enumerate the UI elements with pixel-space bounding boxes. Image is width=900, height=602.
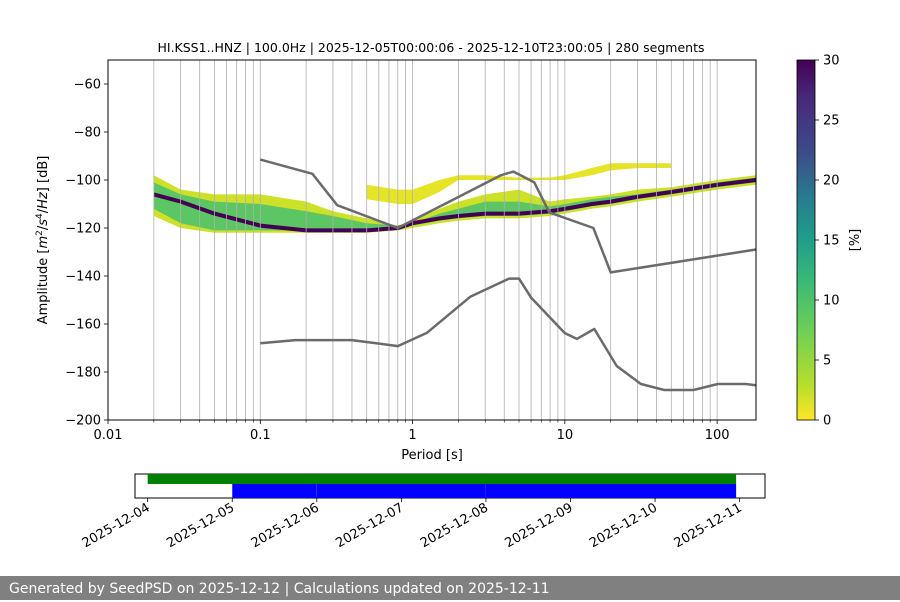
timeline-tick-label: 2025-12-08 bbox=[418, 500, 491, 551]
y-label-part-close: ] [dB] bbox=[36, 156, 51, 193]
x-tick-label: 0.01 bbox=[94, 428, 123, 443]
y-label-part-m: m bbox=[36, 236, 51, 249]
y-axis-label: Amplitude [m2/s4/Hz] [dB] bbox=[35, 156, 51, 325]
colorbar: 0 5 10 15 20 25 30 [%] bbox=[796, 54, 863, 429]
x-tick-label: 1 bbox=[408, 428, 416, 443]
timeline-tick-label: 2025-12-09 bbox=[503, 500, 576, 551]
footer-text: Generated by SeedPSD on 2025-12-12 | Cal… bbox=[9, 581, 550, 597]
x-axis-label: Period [s] bbox=[401, 448, 463, 463]
noise-model-curves bbox=[259, 158, 757, 392]
timeline-date-ticks: 2025-12-04 2025-12-05 2025-12-06 2025-12-07… bbox=[80, 498, 745, 551]
colorbar-ticks: 0 5 10 15 20 25 30 bbox=[815, 54, 840, 429]
x-tick-label: 0.1 bbox=[250, 428, 271, 443]
colorbar-label: [%] bbox=[848, 229, 863, 252]
psd-segment-bar bbox=[485, 484, 737, 498]
y-label-part-slash1: / bbox=[36, 225, 51, 230]
y-tick-label: −60 bbox=[74, 78, 101, 93]
curve-nhnm bbox=[259, 158, 757, 274]
timeline-tick-label: 2025-12-10 bbox=[587, 500, 660, 551]
timeline-tick-label: 2025-12-04 bbox=[80, 500, 153, 551]
timeline-tick-label: 2025-12-07 bbox=[333, 500, 406, 551]
colorbar-tick-label: 15 bbox=[823, 234, 840, 249]
data-availability-bar bbox=[147, 474, 737, 484]
colorbar-tick-label: 10 bbox=[823, 294, 840, 309]
y-tick-label: −140 bbox=[65, 270, 101, 285]
timeline-tick-label: 2025-12-05 bbox=[164, 500, 237, 551]
y-label-part-hz: Hz bbox=[36, 191, 51, 209]
y-label-part-slash2: / bbox=[36, 208, 51, 213]
curve-nlnm bbox=[260, 277, 757, 392]
y-tick-label: −80 bbox=[74, 126, 101, 141]
timeline-bars bbox=[147, 474, 737, 498]
y-label-part-open: Amplitude [ bbox=[36, 249, 51, 325]
period-gridlines bbox=[153, 60, 718, 420]
colorbar-tick-label: 5 bbox=[823, 354, 831, 369]
psd-segment-bar bbox=[316, 484, 486, 498]
psd-plot: 0.01 0.1 1 10 100 −200 −180 −160 −140 −120 −100 −8… bbox=[35, 59, 757, 463]
colorbar-tick-label: 0 bbox=[823, 414, 831, 429]
y-label-part-exp4: 4 bbox=[35, 213, 45, 219]
density-band-2 bbox=[153, 177, 757, 231]
timeline-chart: 2025-12-04 2025-12-05 2025-12-06 2025-12-07… bbox=[80, 473, 766, 551]
y-tick-label: −200 bbox=[65, 414, 101, 429]
chart-title: HI.KSS1..HNZ | 100.0Hz | 2025-12-05T00:0… bbox=[157, 40, 704, 55]
x-axis-ticks: 0.01 0.1 1 10 100 bbox=[94, 420, 730, 443]
timeline-tick-label: 2025-12-06 bbox=[249, 500, 322, 551]
timeline-tick-label: 2025-12-11 bbox=[672, 500, 745, 551]
colorbar-tick-label: 25 bbox=[823, 114, 840, 129]
y-label-part-s: s bbox=[36, 219, 51, 226]
y-tick-label: −100 bbox=[65, 174, 101, 189]
colorbar-tick-label: 30 bbox=[823, 54, 840, 69]
y-tick-label: −180 bbox=[65, 366, 101, 381]
plot-frame bbox=[107, 59, 757, 421]
x-tick-label: 10 bbox=[557, 428, 574, 443]
density-band-sparse bbox=[366, 163, 672, 204]
figure: HI.KSS1..HNZ | 100.0Hz | 2025-12-05T00:0… bbox=[35, 40, 863, 551]
colorbar-tick-label: 20 bbox=[823, 174, 840, 189]
footer-bar: Generated by SeedPSD on 2025-12-12 | Cal… bbox=[0, 576, 900, 600]
y-axis-ticks: −200 −180 −160 −140 −120 −100 −80 −60 bbox=[65, 78, 108, 429]
y-label-part-exp2: 2 bbox=[35, 230, 45, 236]
psd-segment-bar bbox=[232, 484, 317, 498]
y-tick-label: −120 bbox=[65, 222, 101, 237]
y-tick-label: −160 bbox=[65, 318, 101, 333]
colorbar-scale bbox=[796, 59, 816, 421]
x-tick-label: 100 bbox=[705, 428, 730, 443]
